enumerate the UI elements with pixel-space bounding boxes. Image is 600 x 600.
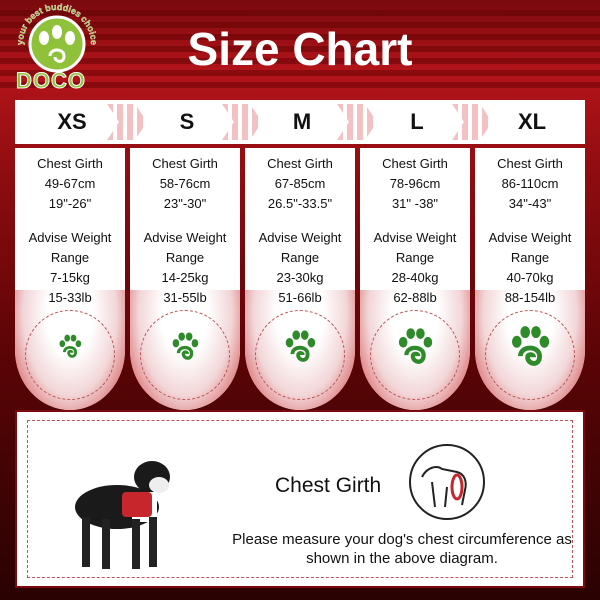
range-label: Range bbox=[510, 250, 550, 265]
brand-name: DOCO bbox=[16, 68, 86, 94]
paw-icon bbox=[506, 323, 554, 374]
size-card-xs: Chest Girth 49-67cm 19"-26" Advise Weigh… bbox=[15, 148, 125, 410]
chest-girth-cm: 58-76cm bbox=[159, 176, 211, 191]
measure-description: Please measure your dog's chest circumfe… bbox=[232, 531, 572, 567]
chest-girth-label: Chest Girth bbox=[37, 156, 103, 171]
range-label: Range bbox=[50, 250, 90, 265]
size-card-l: Chest Girth 78-96cm 31" -38" Advise Weig… bbox=[360, 148, 470, 410]
range-label: Range bbox=[165, 250, 205, 265]
chest-girth-title: Chest Girth bbox=[275, 474, 382, 497]
chest-girth-label: Chest Girth bbox=[382, 156, 448, 171]
weight-lb: 31-55lb bbox=[163, 290, 207, 305]
dashed-circle bbox=[140, 310, 230, 400]
weight-lb: 51-66lb bbox=[278, 290, 322, 305]
measure-diagram-icon bbox=[409, 444, 485, 520]
chest-girth-label: Chest Girth bbox=[497, 156, 563, 171]
dashed-circle bbox=[485, 310, 575, 400]
weight-kg: 14-25kg bbox=[161, 270, 209, 285]
page-title: Size Chart bbox=[187, 23, 413, 75]
chest-girth-cm: 78-96cm bbox=[389, 176, 441, 191]
size-label-l: L bbox=[410, 109, 424, 134]
paw-icon bbox=[169, 330, 202, 366]
size-label-m: M bbox=[292, 109, 312, 134]
size-label-xs: XS bbox=[57, 109, 87, 134]
weight-label: Advise Weight bbox=[373, 230, 457, 245]
chest-girth-cm: 86-110cm bbox=[501, 176, 559, 191]
weight-label: Advise Weight bbox=[488, 230, 572, 245]
header-stripes bbox=[0, 10, 600, 90]
measure-panel: Chest Girth Please measure your dog's ch… bbox=[15, 410, 585, 588]
weight-lb: 88-154lb bbox=[504, 290, 556, 305]
weight-kg: 7-15kg bbox=[50, 270, 90, 285]
paw-icon bbox=[281, 328, 319, 369]
chest-girth-label: Chest Girth bbox=[267, 156, 333, 171]
dashed-border bbox=[27, 420, 573, 578]
weight-kg: 28-40kg bbox=[391, 270, 439, 285]
chest-girth-inch: 31" -38" bbox=[391, 196, 439, 211]
size-label-s: S bbox=[179, 109, 195, 134]
weight-label: Advise Weight bbox=[28, 230, 112, 245]
dashed-circle bbox=[370, 310, 460, 400]
chest-girth-cm: 49-67cm bbox=[44, 176, 96, 191]
doco-logo: your best buddies choice bbox=[14, 2, 100, 98]
chest-girth-cm: 67-85cm bbox=[274, 176, 326, 191]
range-label: Range bbox=[280, 250, 320, 265]
chest-girth-inch: 19"-26" bbox=[48, 196, 92, 211]
size-bar: XS S M L XL bbox=[15, 100, 585, 144]
size-card-xl: Chest Girth 86-110cm 34"-43" Advise Weig… bbox=[475, 148, 585, 410]
chest-girth-inch: 34"-43" bbox=[508, 196, 552, 211]
size-card-m: Chest Girth 67-85cm 26.5"-33.5" Advise W… bbox=[245, 148, 355, 410]
dashed-circle bbox=[255, 310, 345, 400]
weight-kg: 23-30kg bbox=[276, 270, 324, 285]
weight-kg: 40-70kg bbox=[506, 270, 554, 285]
range-label: Range bbox=[395, 250, 435, 265]
size-card-s: Chest Girth 58-76cm 23"-30" Advise Weigh… bbox=[130, 148, 240, 410]
chest-girth-label: Chest Girth bbox=[152, 156, 218, 171]
chest-girth-inch: 23"-30" bbox=[163, 196, 207, 211]
dashed-circle bbox=[25, 310, 115, 400]
chest-girth-inch: 26.5"-33.5" bbox=[267, 196, 333, 211]
paw-icon bbox=[394, 325, 437, 371]
weight-lb: 15-33lb bbox=[48, 290, 92, 305]
paw-icon bbox=[56, 333, 84, 364]
weight-lb: 62-88lb bbox=[393, 290, 437, 305]
weight-label: Advise Weight bbox=[143, 230, 227, 245]
size-label-xl: XL bbox=[517, 109, 547, 134]
weight-label: Advise Weight bbox=[258, 230, 342, 245]
dog-photo bbox=[75, 461, 170, 569]
